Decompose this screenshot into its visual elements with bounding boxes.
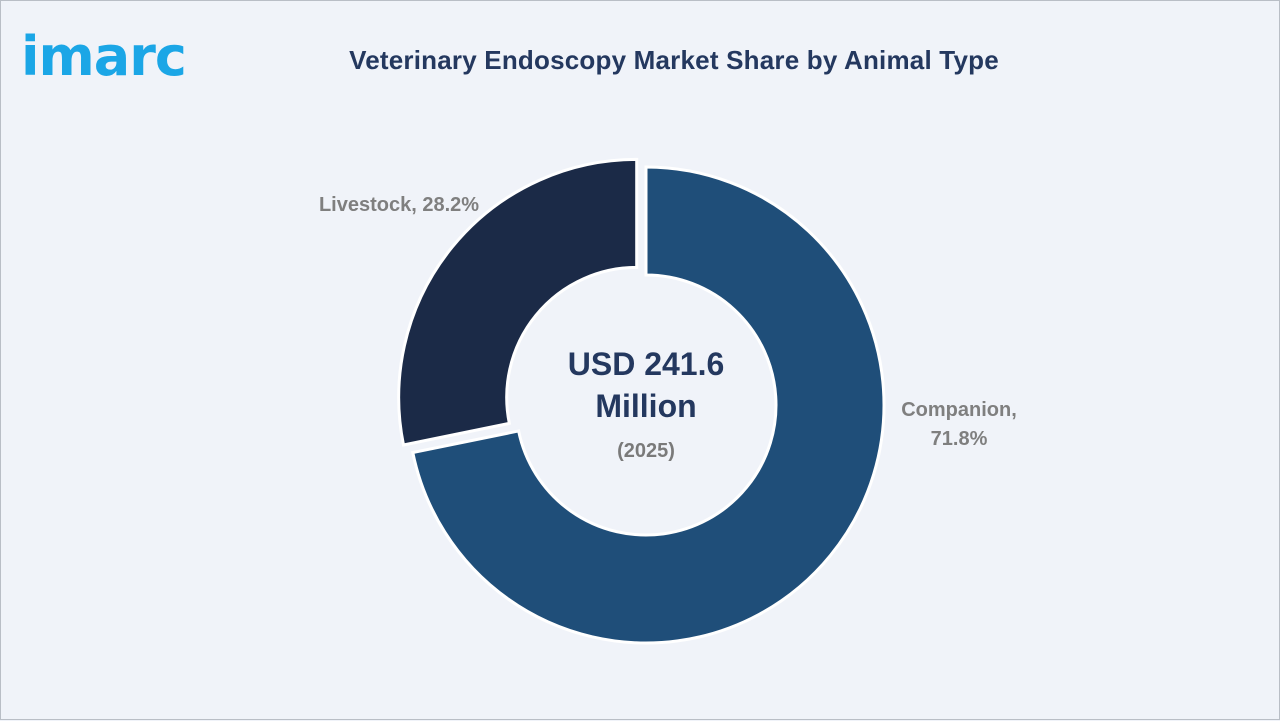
slice-label-livestock: Livestock, 28.2% [318, 194, 480, 216]
imarc-logo: imarc [21, 23, 206, 88]
svg-text:imarc: imarc [21, 25, 186, 87]
donut-slice-livestock [397, 157, 639, 447]
center-total-line2: Million [595, 388, 697, 424]
donut-slice-companion [411, 165, 886, 645]
slice-label-companion-value: 71.8% [930, 428, 988, 450]
imarc-logo-graphic: imarc [21, 25, 187, 88]
slice-label-companion-name: Companion, [901, 399, 1017, 421]
center-total-line1: USD 241.6 [567, 346, 725, 382]
slice-label-companion: Companion, 71.8% [881, 396, 1037, 454]
chart-title: Veterinary Endoscopy Market Share by Ani… [349, 45, 999, 75]
center-year: (2025) [617, 440, 675, 462]
center-total-value: USD 241.6 Million [526, 343, 766, 427]
